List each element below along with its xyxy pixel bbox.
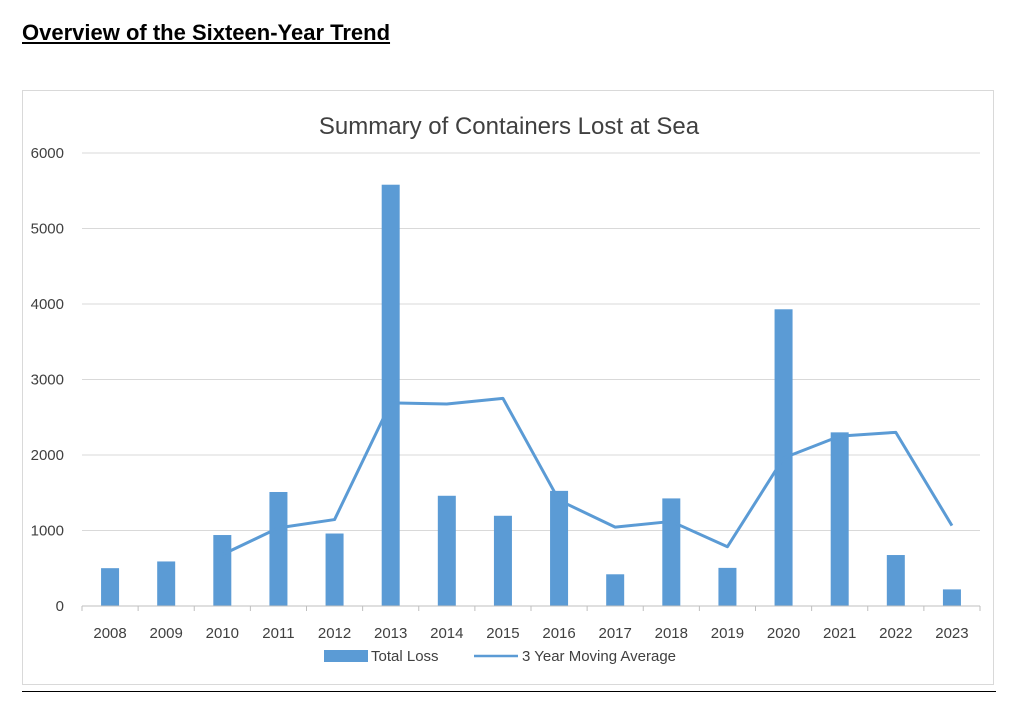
y-tick-label: 3000 xyxy=(31,372,64,389)
bar-total-loss xyxy=(830,432,849,606)
x-tick-label: 2020 xyxy=(767,625,800,642)
line-series xyxy=(221,396,954,557)
legend-swatch-total-loss xyxy=(324,650,368,662)
bar-total-loss xyxy=(718,567,737,606)
x-tick-label: 2011 xyxy=(262,625,294,642)
bar-series xyxy=(101,184,961,606)
y-tick-label: 4000 xyxy=(31,296,64,313)
bar-total-loss xyxy=(325,533,344,606)
bar-total-loss xyxy=(101,568,120,606)
x-tick-label: 2012 xyxy=(318,625,351,642)
x-tick-label: 2017 xyxy=(599,625,632,642)
y-tick-label: 2000 xyxy=(31,447,64,464)
legend: Total Loss 3 Year Moving Average xyxy=(324,648,676,665)
gridlines xyxy=(82,152,980,531)
bar-total-loss xyxy=(493,515,512,606)
x-tick-label: 2010 xyxy=(206,625,239,642)
bar-total-loss xyxy=(157,561,176,606)
x-tick-label: 2015 xyxy=(486,625,519,642)
y-tick-label: 5000 xyxy=(31,221,64,238)
legend-label-total-loss: Total Loss xyxy=(371,648,439,665)
bar-total-loss xyxy=(606,574,625,606)
x-tick-label: 2022 xyxy=(879,625,912,642)
x-tick-label: 2013 xyxy=(374,625,407,642)
legend-label-moving-average: 3 Year Moving Average xyxy=(522,648,676,665)
bar-total-loss xyxy=(942,589,961,606)
x-tick-label: 2023 xyxy=(935,625,968,642)
bar-total-loss xyxy=(886,555,905,606)
x-tick-label: 2016 xyxy=(542,625,575,642)
bar-total-loss xyxy=(269,491,288,606)
x-tick-label: 2009 xyxy=(150,625,183,642)
bar-total-loss xyxy=(437,495,456,606)
x-tick-label: 2019 xyxy=(711,625,744,642)
line-moving-average xyxy=(221,396,954,557)
y-tick-label: 1000 xyxy=(31,523,64,540)
bar-total-loss xyxy=(550,490,569,606)
x-tick-label: 2021 xyxy=(823,625,856,642)
bottom-rule xyxy=(22,691,996,692)
bar-total-loss xyxy=(381,184,400,606)
y-tick-label: 0 xyxy=(56,598,64,615)
chart-title: Summary of Containers Lost at Sea xyxy=(319,113,700,140)
page-heading: Overview of the Sixteen-Year Trend xyxy=(22,20,391,45)
y-axis-ticks: 0 1000 2000 3000 4000 5000 6000 xyxy=(31,145,64,615)
bar-total-loss xyxy=(662,498,681,606)
x-tick-label: 2018 xyxy=(655,625,688,642)
bar-total-loss xyxy=(213,535,232,606)
x-axis xyxy=(81,605,981,611)
x-axis-ticks: 2008 2009 2010 2011 2012 2013 2014 2015 2016 2017… xyxy=(93,625,968,642)
x-tick-label: 2014 xyxy=(430,625,463,642)
y-tick-label: 6000 xyxy=(31,145,64,162)
x-tick-label: 2008 xyxy=(93,625,126,642)
